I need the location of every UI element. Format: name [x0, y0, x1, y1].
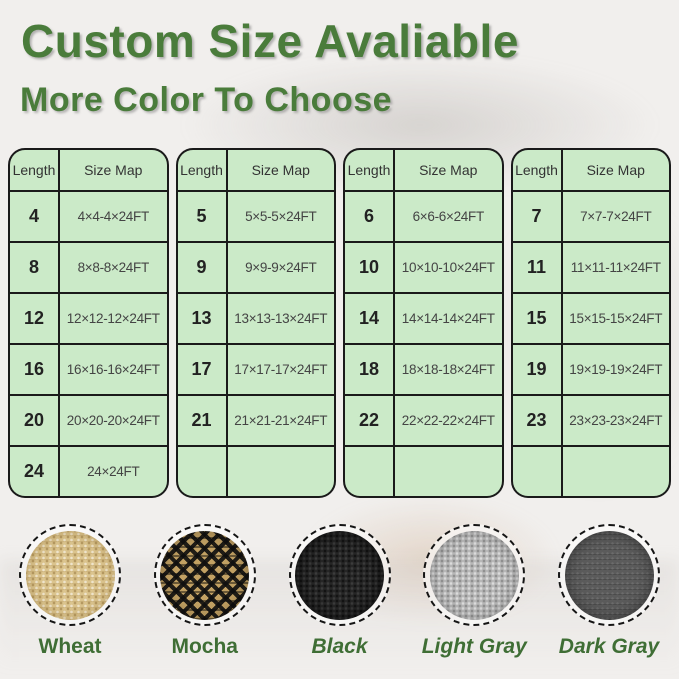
length-cell: 24 — [10, 447, 58, 496]
size-table-4: Length Size Map 7 7×7-7×24FT 11 11×11-11… — [510, 148, 671, 498]
length-cell: 15 — [512, 294, 561, 343]
length-cell — [512, 447, 561, 496]
length-header: Length — [177, 150, 226, 190]
length-header: Length — [10, 150, 58, 190]
color-swatch-black: Black — [281, 524, 399, 659]
light-gray-fabric-disc — [429, 530, 519, 620]
color-label: Mocha — [171, 635, 238, 658]
size-map-header: Size Map — [227, 150, 334, 190]
size-map-header: Size Map — [395, 150, 502, 190]
dashed-ring — [19, 524, 121, 626]
dashed-ring — [153, 524, 256, 626]
dashed-ring — [558, 524, 660, 626]
dashed-ring — [288, 524, 391, 626]
wheat-fabric-disc — [25, 530, 115, 620]
length-cell: 12 — [10, 294, 58, 343]
size-map-cell: 16×16-16×24FT — [60, 345, 167, 394]
size-map-cell: 23×23-23×24FT — [562, 396, 669, 445]
length-cell: 5 — [177, 192, 226, 241]
length-cell — [345, 447, 393, 496]
length-cell: 4 — [10, 192, 58, 241]
color-swatch-dark-gray: Dark Gray — [550, 524, 668, 659]
size-map-cell: 11×11-11×24FT — [562, 243, 669, 292]
length-cell: 10 — [345, 243, 393, 292]
color-swatch-light-gray: Light Gray — [415, 524, 533, 659]
size-tables-row: Length Size Map 4 4×4-4×24FT 8 8×8-8×24F… — [8, 148, 671, 498]
black-fabric-disc — [295, 530, 384, 620]
mocha-fabric-disc — [160, 530, 250, 620]
size-map-cell: 18×18-18×24FT — [395, 345, 502, 394]
color-label: Black — [311, 635, 368, 658]
size-map-cell — [227, 447, 334, 496]
size-map-cell: 14×14-14×24FT — [395, 294, 502, 343]
length-cell: 7 — [512, 192, 561, 241]
length-cell: 20 — [10, 396, 58, 445]
color-label: Dark Gray — [558, 635, 660, 658]
color-swatch-wheat: Wheat — [11, 524, 129, 659]
length-cell: 19 — [512, 345, 561, 394]
size-map-cell: 4×4-4×24FT — [60, 192, 167, 241]
page-subtitle: More Color To Choose — [20, 81, 393, 119]
size-table-2: Length Size Map 5 5×5-5×24FT 9 9×9-9×24F… — [175, 148, 336, 498]
size-map-cell: 19×19-19×24FT — [562, 345, 669, 394]
length-cell: 21 — [177, 396, 226, 445]
size-map-cell: 7×7-7×24FT — [562, 192, 669, 241]
color-label: Wheat — [38, 635, 102, 658]
length-cell — [177, 447, 226, 496]
size-map-cell: 22×22-22×24FT — [395, 396, 502, 445]
color-swatches-row: Wheat Mocha Black Light Gray Dark Gray — [0, 524, 679, 659]
size-map-cell: 8×8-8×24FT — [60, 243, 167, 292]
size-map-cell: 6×6-6×24FT — [395, 192, 502, 241]
dashed-ring — [423, 524, 526, 626]
size-map-cell: 10×10-10×24FT — [395, 243, 502, 292]
length-cell: 23 — [512, 396, 561, 445]
size-map-cell: 13×13-13×24FT — [227, 294, 334, 343]
size-map-cell: 17×17-17×24FT — [227, 345, 334, 394]
length-header: Length — [345, 150, 393, 190]
length-header: Length — [512, 150, 561, 190]
length-cell: 18 — [345, 345, 393, 394]
size-map-cell: 21×21-21×24FT — [227, 396, 334, 445]
size-table-1: Length Size Map 4 4×4-4×24FT 8 8×8-8×24F… — [8, 148, 169, 498]
length-cell: 14 — [345, 294, 393, 343]
length-cell: 22 — [345, 396, 393, 445]
length-cell: 13 — [177, 294, 226, 343]
length-cell: 16 — [10, 345, 58, 394]
size-table-3: Length Size Map 6 6×6-6×24FT 10 10×10-10… — [343, 148, 504, 498]
length-cell: 6 — [345, 192, 393, 241]
color-swatch-mocha: Mocha — [146, 524, 264, 659]
size-map-cell: 20×20-20×24FT — [60, 396, 167, 445]
size-map-cell — [395, 447, 502, 496]
color-label: Light Gray — [421, 635, 527, 658]
size-map-header: Size Map — [60, 150, 167, 190]
size-map-cell: 5×5-5×24FT — [227, 192, 334, 241]
size-map-cell — [562, 447, 669, 496]
length-cell: 11 — [512, 243, 561, 292]
size-map-cell: 24×24FT — [60, 447, 167, 496]
size-map-header: Size Map — [562, 150, 669, 190]
size-map-cell: 15×15-15×24FT — [562, 294, 669, 343]
length-cell: 9 — [177, 243, 226, 292]
size-map-cell: 9×9-9×24FT — [227, 243, 334, 292]
length-cell: 8 — [10, 243, 58, 292]
size-map-cell: 12×12-12×24FT — [60, 294, 167, 343]
length-cell: 17 — [177, 345, 226, 394]
page-title: Custom Size Avaliable — [21, 15, 519, 67]
dark-gray-fabric-disc — [564, 530, 654, 620]
